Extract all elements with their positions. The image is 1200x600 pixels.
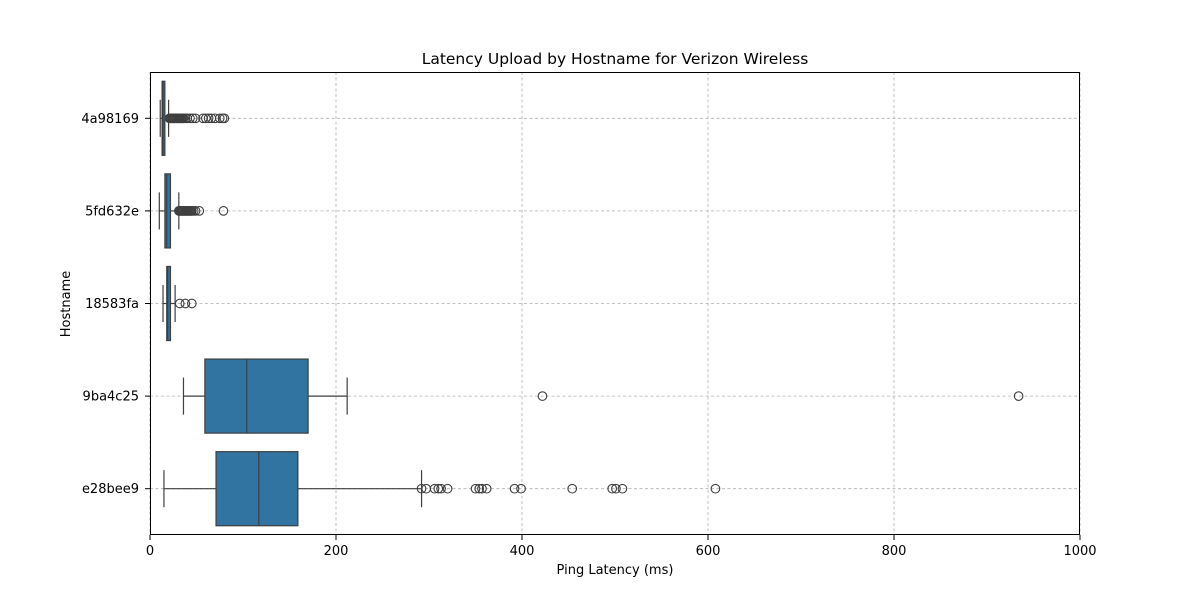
outlier-point <box>509 483 520 494</box>
outlier-point <box>567 483 578 494</box>
y-tick-label: 18583fa <box>85 297 139 312</box>
outlier-point <box>607 483 618 494</box>
iqr-box <box>166 265 172 342</box>
outlier-point <box>174 298 185 309</box>
y-tick-label: 4a98169 <box>81 112 139 127</box>
outlier-point <box>187 298 197 309</box>
outlier-point <box>617 483 628 494</box>
outlier-point <box>194 206 205 216</box>
x-tick-label: 600 <box>696 544 721 559</box>
box-layer <box>158 80 1024 527</box>
x-axis-title: Ping Latency (ms) <box>557 563 674 578</box>
y-axis-title: Hostname <box>59 271 74 337</box>
outlier-point <box>218 206 229 216</box>
plot-frame <box>150 72 1080 535</box>
outlier-point <box>436 483 446 494</box>
outlier-point <box>190 113 201 124</box>
outlier-point <box>200 113 211 124</box>
outlier-point <box>429 483 440 494</box>
box-9ba4c25 <box>182 358 1024 434</box>
x-tick-label: 1000 <box>1063 544 1096 559</box>
x-tick-label: 800 <box>882 544 907 559</box>
outlier-point <box>187 113 198 124</box>
outlier-point <box>611 483 621 494</box>
outlier-point <box>1013 391 1024 401</box>
axis-layer: 0 200 400 600 800 1000 4a98169 5fd632e 18583fa 9b… <box>81 112 1096 559</box>
outlier-point <box>214 113 225 124</box>
outlier-point <box>442 483 453 494</box>
chart-title: Latency Upload by Hostname for Verizon W… <box>422 50 809 68</box>
box-4a98169 <box>159 80 230 156</box>
outlier-point <box>210 113 220 124</box>
y-tick-label: e28bee9 <box>82 482 139 497</box>
outlier-point <box>190 206 201 216</box>
outlier-point <box>710 483 721 494</box>
iqr-box <box>164 173 172 249</box>
x-tick-label: 0 <box>146 544 154 559</box>
outlier-point <box>477 483 487 494</box>
box-e28bee9 <box>163 451 721 527</box>
outlier-point <box>516 483 526 494</box>
outlier-point <box>474 483 485 494</box>
y-tick-label: 5fd632e <box>85 204 139 219</box>
outlier-point <box>219 113 230 124</box>
outlier-point <box>416 483 427 494</box>
y-tick-label: 9ba4c25 <box>83 390 139 405</box>
outlier-point <box>481 483 492 494</box>
outlier-point <box>180 298 191 309</box>
outlier-point <box>433 483 444 494</box>
outlier-point <box>203 113 214 124</box>
box-18583fa <box>162 265 197 342</box>
x-tick-label: 400 <box>510 544 535 559</box>
iqr-box <box>204 358 309 434</box>
outlier-point <box>185 113 195 124</box>
x-tick-label: 200 <box>324 544 349 559</box>
outlier-point <box>537 391 548 401</box>
outlier-point <box>470 483 481 494</box>
box-5fd632e <box>158 173 229 249</box>
iqr-box <box>215 451 299 527</box>
